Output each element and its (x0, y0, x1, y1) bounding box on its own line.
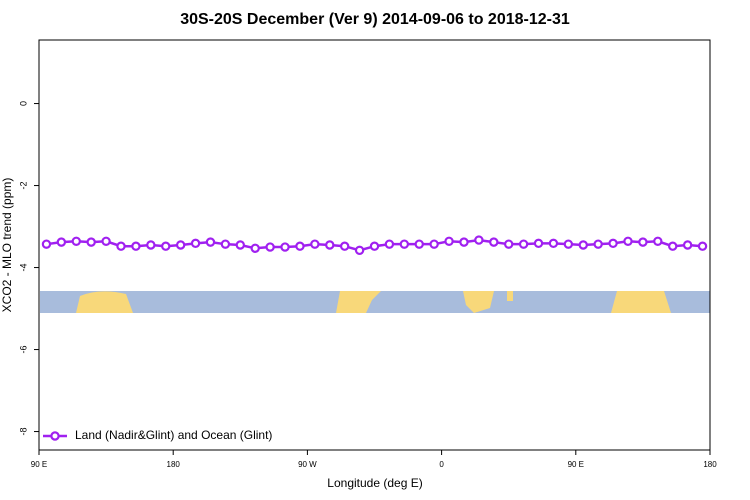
point (548, 238, 559, 249)
land-patch (507, 291, 513, 301)
legend-marker (50, 431, 60, 441)
point (220, 239, 231, 249)
point (71, 236, 81, 247)
point (116, 241, 126, 251)
point (489, 237, 499, 247)
land-patch (336, 291, 381, 313)
point (682, 240, 693, 250)
point (146, 240, 156, 250)
point (190, 238, 201, 249)
point (638, 237, 648, 247)
legend-label: Land (Nadir&Glint) and Ocean (Glint) (75, 428, 272, 442)
point (533, 238, 544, 249)
point (235, 240, 245, 250)
point (518, 239, 529, 249)
land-patch (463, 291, 494, 313)
plot-frame (38, 39, 711, 451)
chart-title: 30S-20S December (Ver 9) 2014-09-06 to 2… (180, 11, 570, 28)
point (653, 236, 663, 247)
point (280, 242, 290, 252)
point (593, 239, 603, 249)
point (563, 239, 574, 249)
y-tick-label: 0 (18, 101, 28, 106)
point (623, 236, 633, 247)
point (384, 239, 395, 249)
x-tick-label: 90 E (31, 460, 47, 469)
map-band (40, 291, 710, 313)
land-patch (611, 291, 671, 313)
point (504, 239, 514, 249)
point (354, 245, 365, 256)
point (101, 236, 111, 247)
point (161, 241, 171, 251)
point (339, 241, 350, 251)
point (295, 241, 305, 251)
point (325, 240, 335, 250)
x-tick-label: 90 W (298, 460, 317, 469)
y-tick-label: -8 (18, 428, 28, 436)
point (474, 235, 484, 245)
point (56, 237, 67, 247)
x-tick-label: 90 E (568, 460, 584, 469)
point (86, 237, 96, 247)
y-tick-label: -6 (18, 346, 28, 354)
y-tick-label: -4 (18, 264, 28, 272)
point (429, 239, 439, 249)
point (668, 241, 678, 251)
point (608, 238, 618, 249)
ocean-band (40, 291, 710, 313)
x-tick-label: 180 (703, 460, 717, 469)
x-axis-label: Longitude (deg E) (327, 476, 422, 490)
point (578, 240, 588, 250)
point (459, 237, 469, 247)
y-tick-label: -2 (18, 182, 28, 190)
x-tick-label: 0 (439, 460, 444, 469)
y-axis-label: XCO2 - MLO trend (ppm) (0, 178, 14, 313)
point (399, 239, 410, 249)
point (41, 239, 52, 249)
point (697, 241, 708, 251)
point (369, 241, 380, 251)
point (265, 242, 275, 252)
point (310, 239, 320, 249)
point (414, 239, 424, 249)
point (131, 241, 141, 251)
land-patch (76, 291, 133, 313)
point (444, 236, 454, 247)
x-tick-label: 180 (167, 460, 181, 469)
point (175, 240, 186, 250)
point (250, 243, 260, 253)
point (205, 237, 216, 247)
